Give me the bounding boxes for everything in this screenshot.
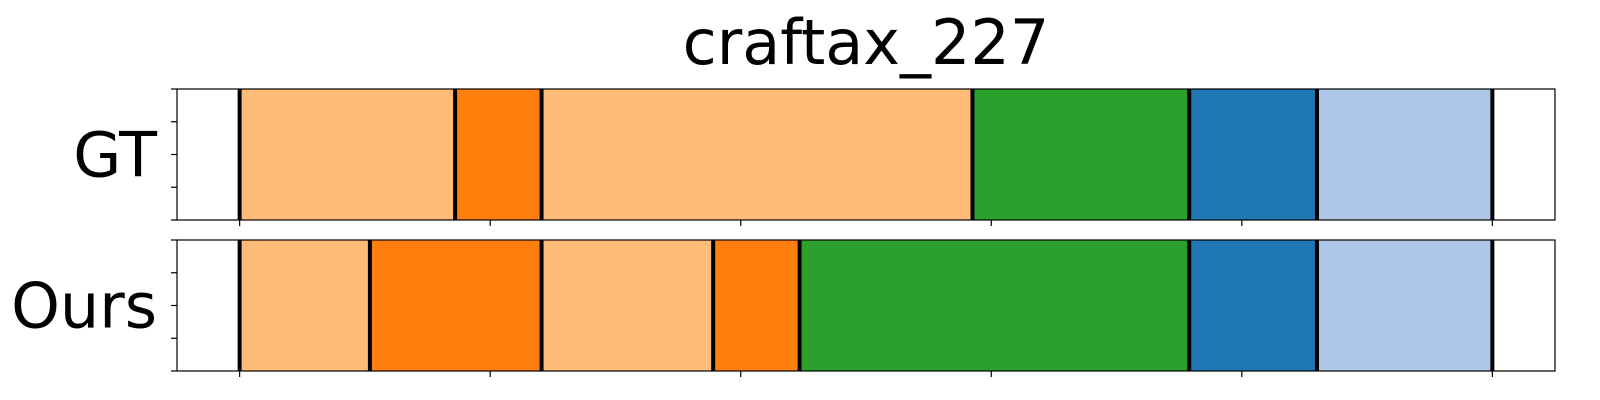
segment-gt-4: [972, 89, 1190, 220]
segment-gt-6: [1316, 89, 1493, 220]
segment-ours-6: [1189, 240, 1317, 371]
row-label-gt: GT: [73, 119, 158, 192]
segment-ours-7: [1316, 240, 1493, 371]
chart-title: craftax_227: [683, 6, 1050, 79]
segment-ours-2: [369, 240, 542, 371]
segment-ours-1: [239, 240, 370, 371]
segment-gt-2: [455, 89, 542, 220]
segment-ours-5: [799, 240, 1190, 371]
panels: GT Ours: [11, 88, 1556, 377]
segment-ours-4: [713, 240, 800, 371]
panel-ours: Ours: [11, 239, 1556, 377]
segment-ours-3: [541, 240, 714, 371]
panel-gt: GT: [73, 88, 1556, 226]
segment-gt-5: [1189, 89, 1317, 220]
row-label-ours: Ours: [11, 270, 157, 343]
segment-gt-1: [239, 89, 456, 220]
segment-gt-3: [541, 89, 973, 220]
